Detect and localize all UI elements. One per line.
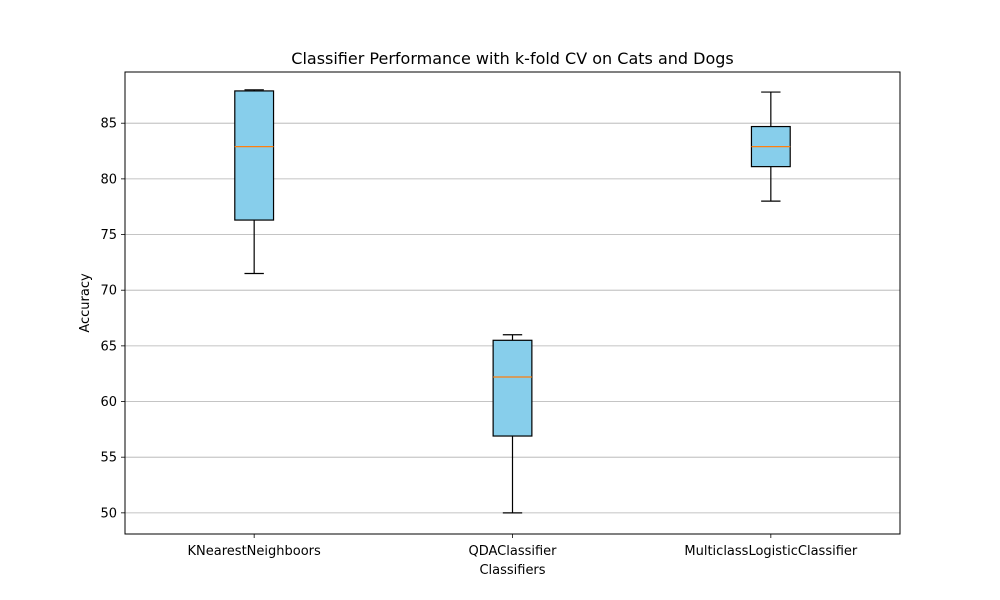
chart-title: Classifier Performance with k-fold CV on… [291,49,733,68]
y-tick-label: 65 [100,339,117,354]
y-tick-label: 50 [100,506,117,521]
box-group [234,89,791,514]
y-tick-label: 70 [100,284,117,299]
y-tick-label: 80 [100,172,117,187]
y-tick-label: 55 [100,451,117,466]
y-axis-ticks: 50 55 60 65 70 75 80 85 [100,117,125,521]
x-tick-label: MulticlassLogisticClassifier [684,544,858,559]
x-axis-ticks: KNearestNeighboors QDAClassifier Multiclas… [188,534,858,559]
box [234,90,275,221]
x-axis-label: Classifiers [479,563,545,578]
y-tick-label: 85 [100,117,117,132]
x-tick-label: QDAClassifier [468,544,557,559]
x-tick-label: KNearestNeighboors [188,544,321,559]
y-tick-label: 75 [100,228,117,243]
y-tick-label: 60 [100,395,117,410]
box [492,339,533,437]
y-axis-label: Accuracy [78,273,93,333]
